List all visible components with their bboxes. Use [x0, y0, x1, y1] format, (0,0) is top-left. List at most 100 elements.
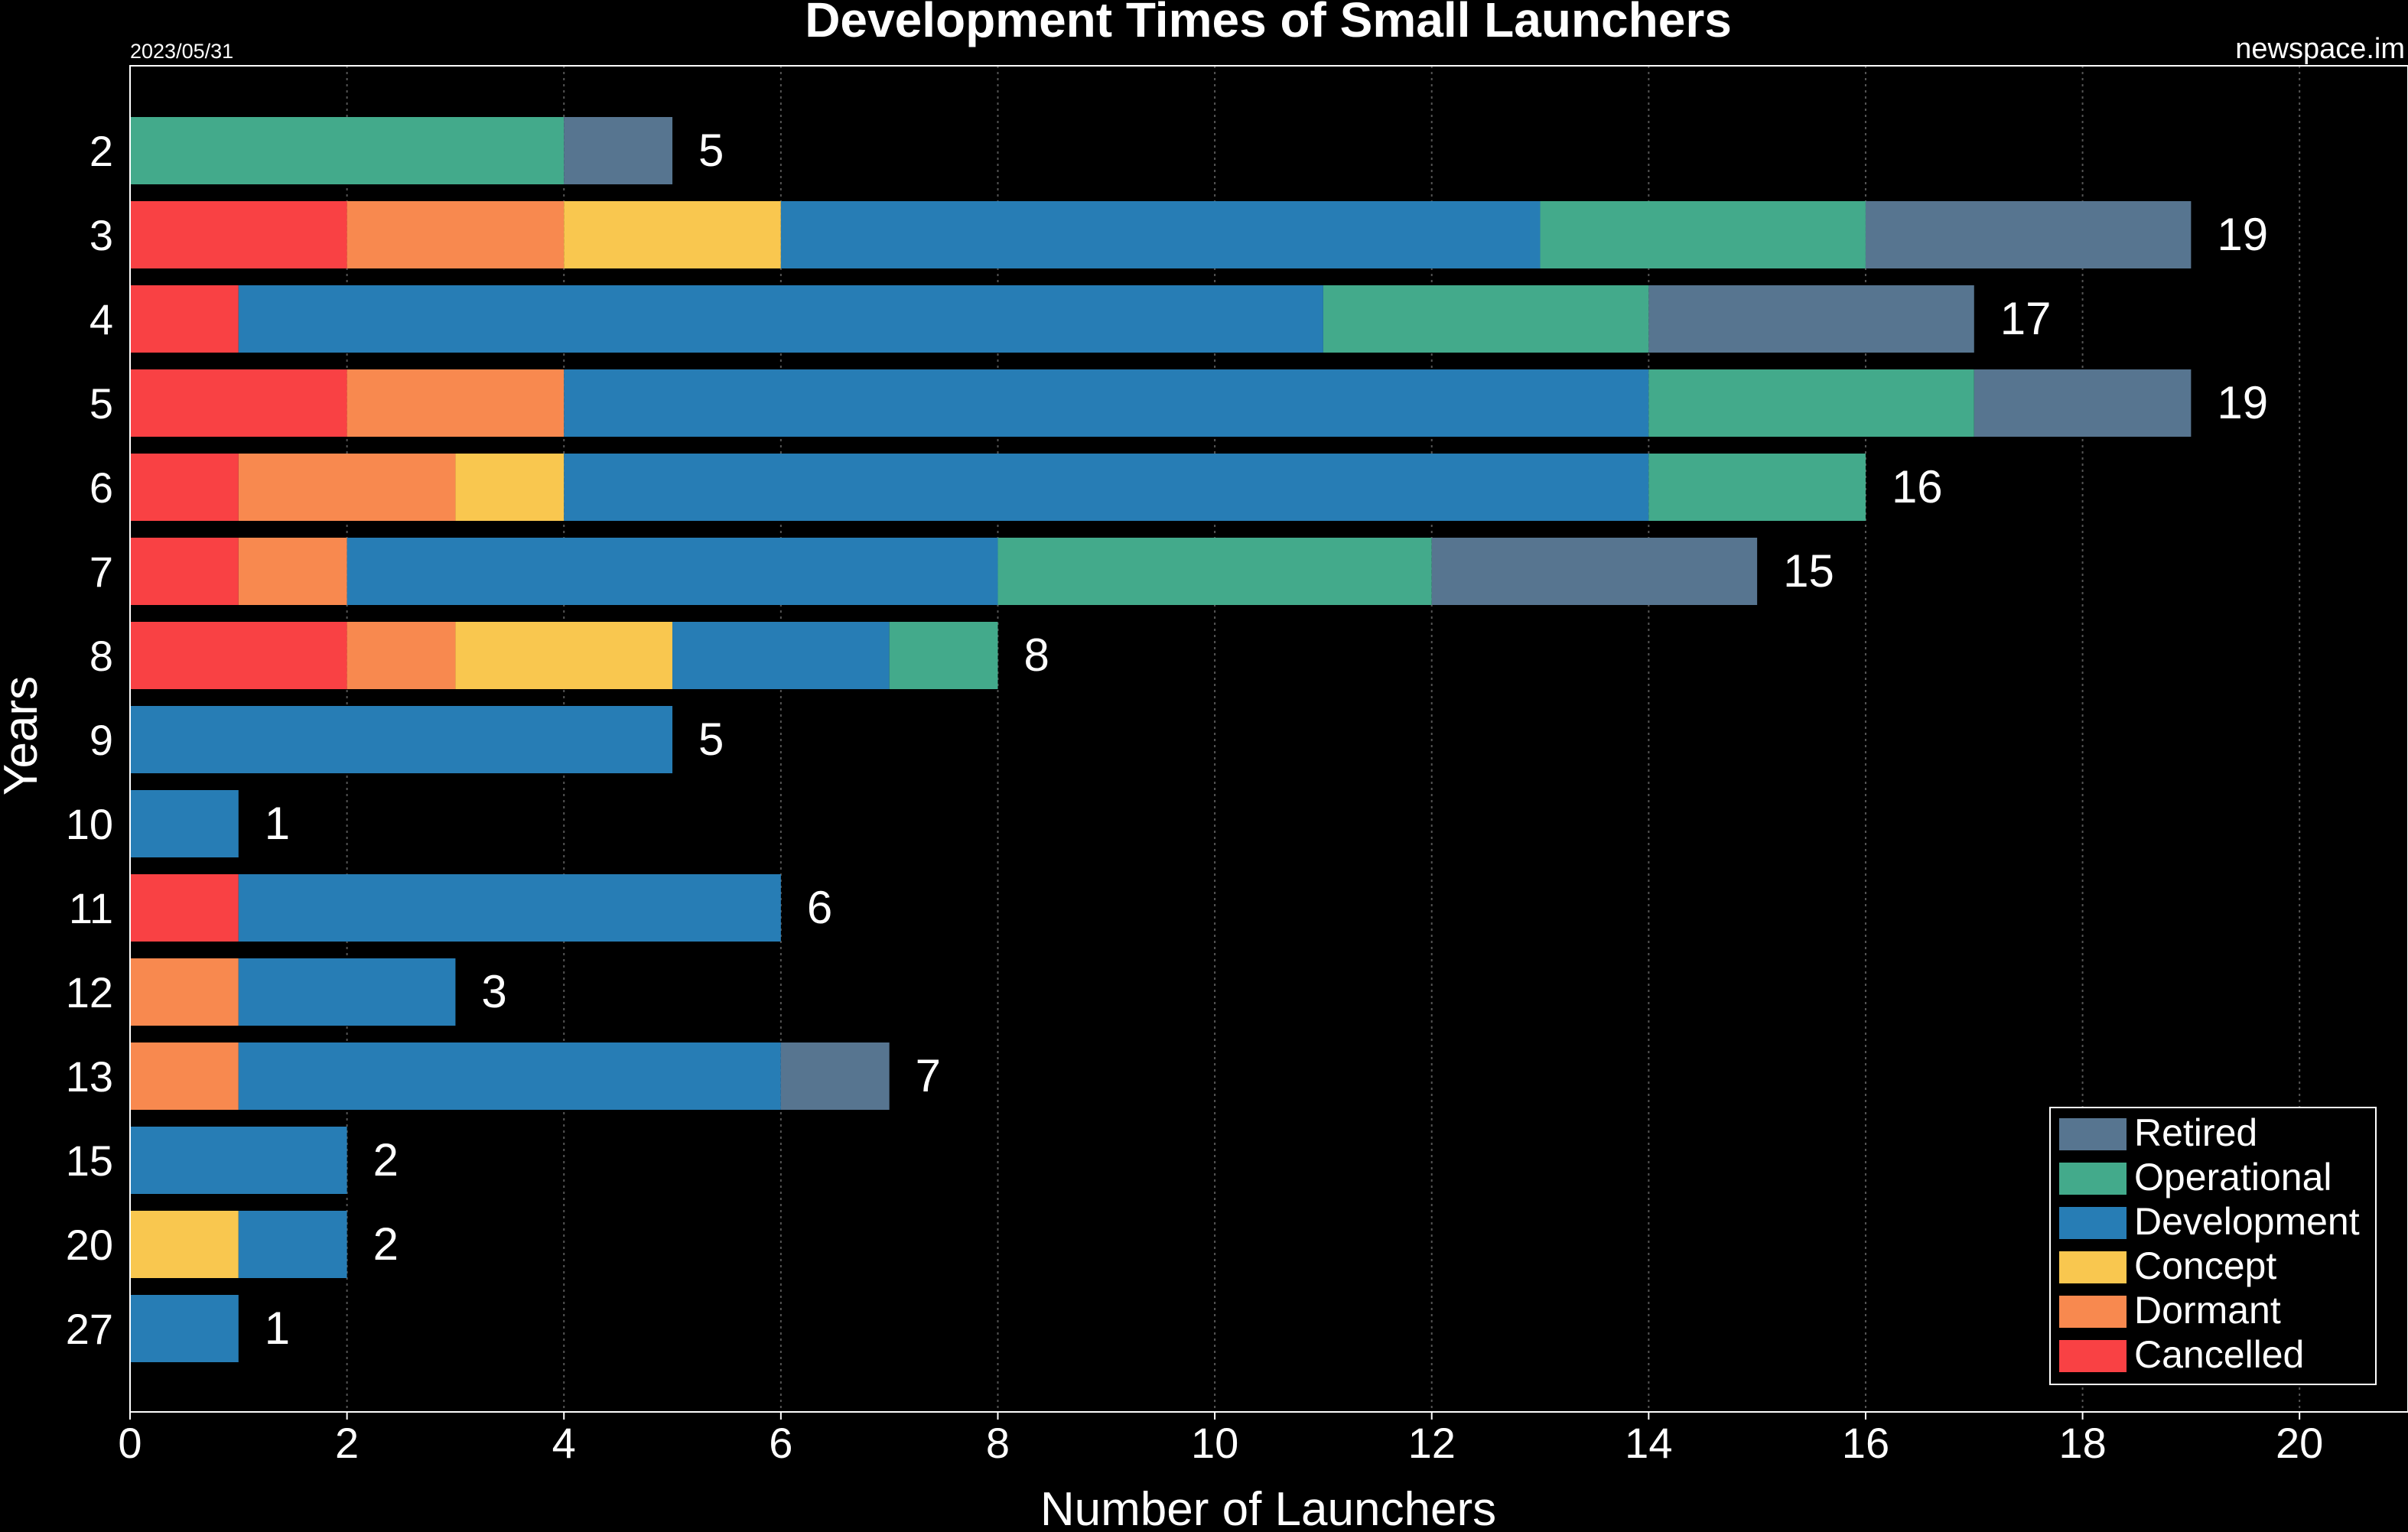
bar-segment-operational [1540, 201, 1866, 268]
legend-swatch-development [2059, 1207, 2127, 1239]
bar-segment-development [564, 369, 1649, 437]
total-label: 3 [481, 966, 506, 1017]
bar-segment-development [238, 958, 456, 1026]
legend-swatch-dormant [2059, 1296, 2127, 1328]
x-tick-label: 0 [118, 1419, 142, 1467]
bar-segment-development [238, 1211, 347, 1278]
bar-segment-cancelled [130, 201, 347, 268]
x-axis-label: Number of Launchers [1040, 1483, 1496, 1532]
bar-segment-operational [1648, 454, 1866, 521]
y-tick-label: 2 [89, 127, 113, 175]
y-tick-label: 3 [89, 211, 113, 259]
bar-segment-concept [455, 622, 673, 689]
legend-label-development: Development [2134, 1200, 2360, 1243]
bar-segment-development [238, 1042, 781, 1110]
bar-segment-dormant [130, 958, 239, 1026]
bar-segment-retired [564, 117, 673, 184]
x-tick-label: 14 [1625, 1419, 1672, 1467]
bar-segment-development [130, 790, 239, 857]
date-note: 2023/05/31 [130, 40, 233, 63]
bar-segment-dormant [347, 369, 565, 437]
y-tick-label: 27 [66, 1305, 113, 1353]
legend-label-cancelled: Cancelled [2134, 1333, 2304, 1376]
bar-segment-development [238, 285, 1323, 353]
total-label: 5 [698, 125, 724, 176]
chart-title: Development Times of Small Launchers [805, 0, 1732, 47]
bar-segment-cancelled [130, 285, 239, 353]
bar-segment-development [347, 538, 998, 605]
y-tick-label: 12 [66, 968, 113, 1016]
x-tick-label: 12 [1408, 1419, 1456, 1467]
bar-segment-development [130, 1127, 347, 1194]
bar-segment-cancelled [130, 622, 347, 689]
bar-segment-dormant [347, 622, 456, 689]
bar-segment-cancelled [130, 454, 239, 521]
y-axis-ticks: 2 3 4 5 6 7 8 9 10 11 12 13 15 20 27 [66, 127, 113, 1353]
y-tick-label: 20 [66, 1221, 113, 1269]
y-tick-label: 10 [66, 800, 113, 848]
legend-label-concept: Concept [2134, 1244, 2276, 1287]
y-tick-label: 11 [69, 884, 113, 932]
total-label: 1 [265, 798, 290, 849]
bar-segment-development [130, 706, 673, 773]
bar-segment-development [130, 1295, 239, 1362]
total-label: 2 [373, 1218, 399, 1270]
x-tick-label: 20 [2276, 1419, 2323, 1467]
bar-segment-concept [130, 1211, 239, 1278]
y-tick-label: 13 [66, 1052, 113, 1101]
total-label: 7 [916, 1050, 941, 1101]
legend-swatch-retired [2059, 1118, 2127, 1150]
y-tick-label: 8 [89, 632, 113, 680]
bar-segment-operational [997, 538, 1432, 605]
source-note: newspace.im [2235, 33, 2405, 65]
y-tick-label: 6 [89, 464, 113, 512]
y-tick-label: 15 [66, 1137, 113, 1185]
bar-segment-development [564, 454, 1649, 521]
total-label: 6 [807, 882, 832, 933]
total-label: 5 [698, 714, 724, 765]
y-tick-label: 4 [89, 295, 113, 343]
bar-segment-retired [1648, 285, 1974, 353]
bar-segment-cancelled [130, 538, 239, 605]
y-tick-label: 9 [89, 716, 113, 764]
total-label: 17 [2000, 293, 2052, 344]
y-tick-label: 5 [89, 379, 113, 428]
legend-label-operational: Operational [2134, 1156, 2332, 1199]
bar-segment-dormant [238, 538, 347, 605]
legend: RetiredOperationalDevelopmentConceptDorm… [2049, 1107, 2377, 1385]
x-tick-label: 6 [769, 1419, 792, 1467]
total-label: 2 [373, 1134, 399, 1186]
bar-segment-dormant [347, 201, 565, 268]
x-tick-label: 2 [335, 1419, 359, 1467]
bar-segment-dormant [238, 454, 456, 521]
bar-segment-operational [1648, 369, 1974, 437]
total-label: 15 [1783, 545, 1834, 597]
total-label: 8 [1023, 629, 1049, 681]
x-tick-label: 18 [2058, 1419, 2106, 1467]
x-tick-label: 10 [1191, 1419, 1238, 1467]
total-label: 19 [2217, 377, 2268, 428]
total-label: 1 [265, 1303, 290, 1354]
bar-segment-operational [889, 622, 998, 689]
bar-segment-operational [1323, 285, 1649, 353]
bar-segment-development [672, 622, 890, 689]
bar-segment-retired [1974, 369, 2192, 437]
total-label: 19 [2217, 209, 2268, 260]
legend-label-retired: Retired [2134, 1111, 2257, 1154]
legend-swatch-cancelled [2059, 1340, 2127, 1372]
x-tick-label: 16 [1842, 1419, 1889, 1467]
bar-segment-dormant [130, 1042, 239, 1110]
x-tick-label: 4 [552, 1419, 576, 1467]
bar-segment-operational [130, 117, 565, 184]
legend-label-dormant: Dormant [2134, 1289, 2281, 1332]
bar-segment-development [780, 201, 1541, 268]
bar-segment-development [238, 874, 781, 942]
bar-segment-cancelled [130, 369, 347, 437]
y-axis-label: Years [0, 676, 47, 795]
legend-swatch-concept [2059, 1251, 2127, 1283]
bars [130, 117, 2192, 1362]
x-tick-label: 8 [986, 1419, 1010, 1467]
bar-segment-concept [455, 454, 565, 521]
